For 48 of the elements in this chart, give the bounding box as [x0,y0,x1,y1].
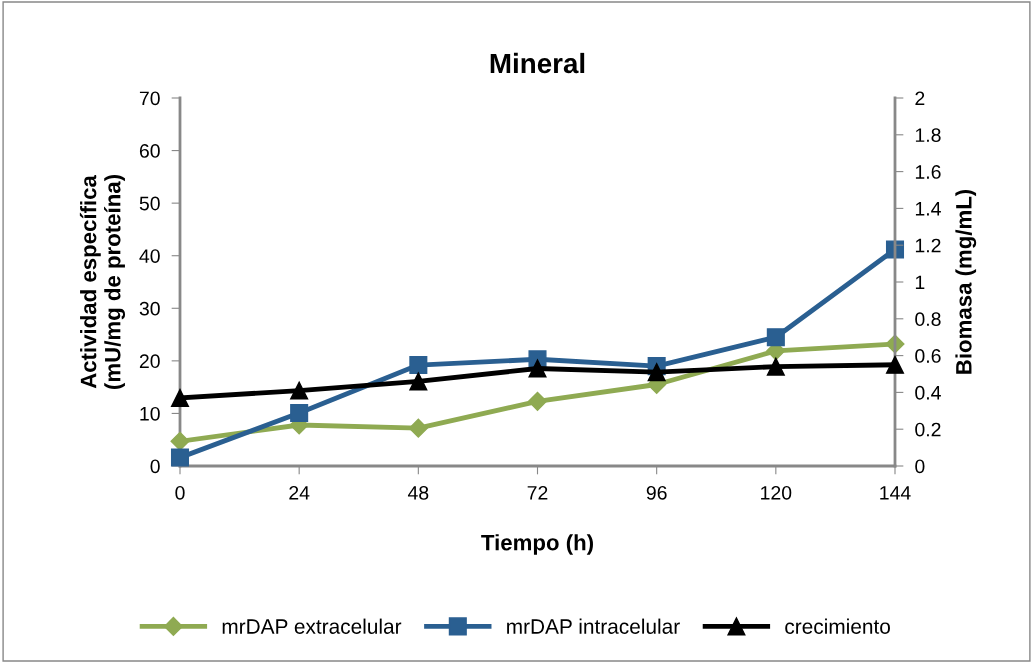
chart-title: Mineral [490,52,585,74]
x-axis-title: Tiempo (h) [481,534,593,555]
y2-axis-title: Biomasa (mg/mL) [955,189,977,374]
y-tick-label: 10 [140,406,160,421]
x-tick-label: 96 [646,485,667,500]
y2-tick-label: 1.6 [915,165,941,179]
y-tick-label: 30 [139,301,160,316]
point [290,381,309,400]
legend-label: crecimiento [785,618,890,634]
point [885,240,905,259]
point [766,357,785,376]
point [170,388,190,407]
y2-tick-label: 1.4 [915,202,941,216]
y-tick-label: 0 [150,459,160,474]
y2-tick-label: 0.4 [915,385,941,400]
x-tick-label: 0 [175,485,185,500]
x-tick-label: 120 [761,485,792,500]
y2-tick-label: 1 [915,275,925,290]
y2-tick-label: 0 [915,459,925,474]
y2-tick-label: 1.2 [915,238,941,253]
legend-label: mrDAP extracelular [222,618,402,634]
legend-label: mrDAP intracelular [507,618,680,634]
point [170,431,190,451]
point [766,328,785,347]
point [409,356,428,375]
point [527,391,548,411]
point [408,418,428,438]
y-tick-label: 50 [139,196,160,211]
y-tick-label: 20 [139,354,160,369]
y2-tick-label: 2 [915,91,925,106]
point [528,359,547,378]
y2-tick-label: 0.6 [915,349,941,363]
point [647,363,666,382]
y-tick-label: 40 [139,249,160,263]
y2-tick-label: 0.2 [915,422,941,437]
point [290,403,309,422]
x-tick-label: 48 [407,485,429,500]
x-tick-label: 144 [880,486,911,500]
point [885,355,905,374]
y2-tick-label: 0.8 [915,312,941,327]
y-tick-label: 70 [139,91,160,106]
y-axis-title: Actividad específica (mU/mg de proteína) [79,175,126,389]
point [170,448,190,467]
x-tick-label: 24 [289,485,310,500]
point [409,372,428,391]
y2-tick-label: 1.8 [915,128,941,143]
y-tick-label: 60 [139,144,160,158]
x-tick-label: 72 [527,485,548,500]
